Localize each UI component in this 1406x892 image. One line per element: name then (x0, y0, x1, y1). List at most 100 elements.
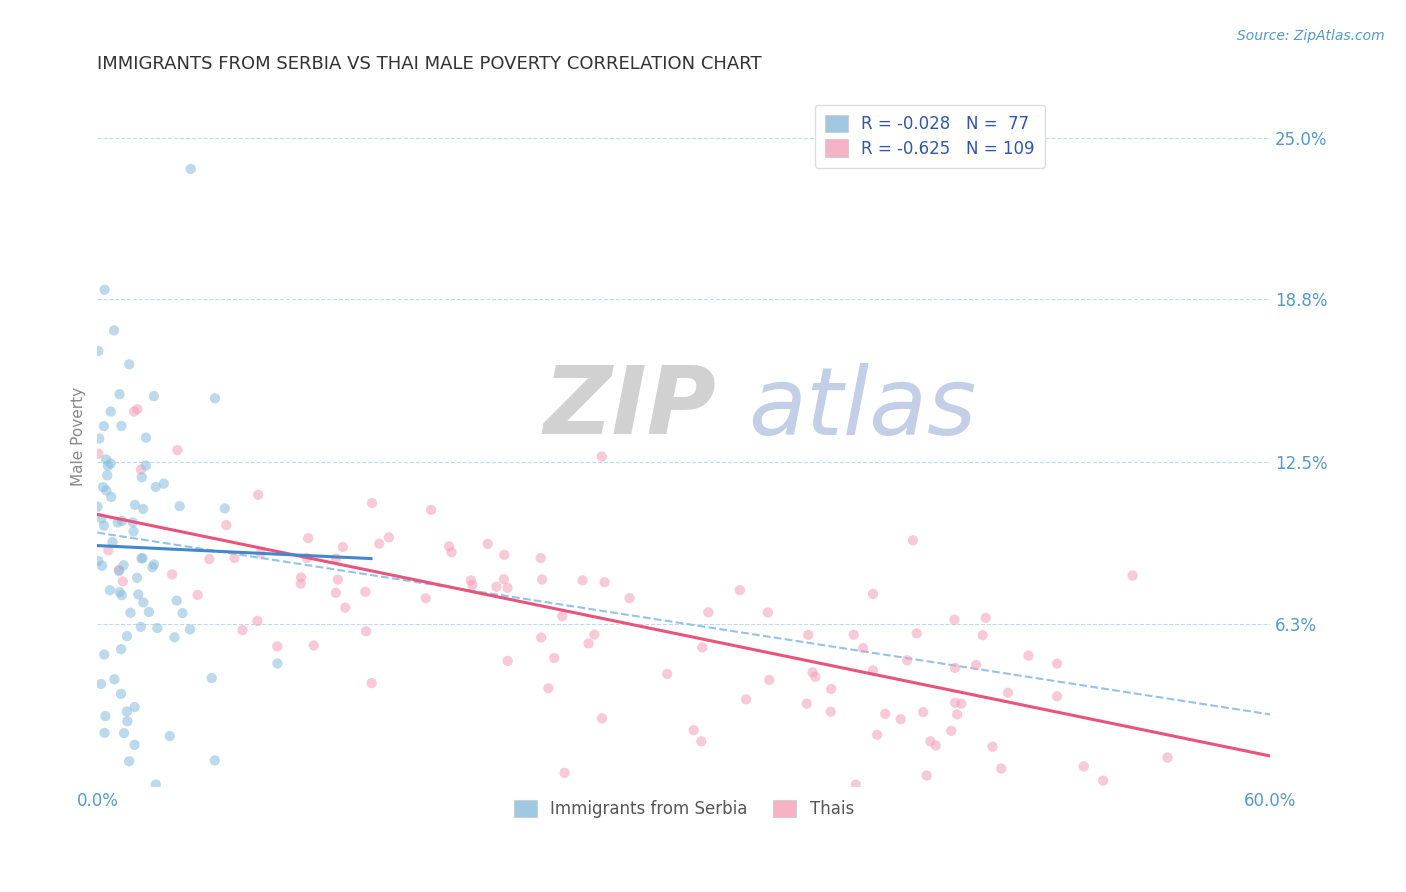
Point (690, 640, 713, 655)
Point (124, 498, 146, 512)
Point (990, 762, 1012, 776)
Point (129, 620, 152, 634)
Point (93, 419, 115, 434)
Point (108, 564, 131, 578)
Point (115, 705, 138, 719)
Point (110, 687, 132, 701)
Point (950, 697, 973, 711)
Point (440, 545, 463, 559)
Point (326, 573, 349, 587)
Point (974, 611, 997, 625)
Point (94, 452, 117, 467)
Point (110, 642, 132, 657)
Point (100, 404, 122, 418)
Point (415, 591, 437, 606)
Point (247, 488, 270, 502)
Point (875, 706, 897, 721)
Point (728, 582, 751, 597)
Point (138, 605, 160, 619)
Point (924, 739, 946, 753)
Point (124, 700, 146, 714)
Point (890, 712, 912, 726)
Point (845, 778, 868, 792)
Point (862, 663, 884, 677)
Point (215, 518, 238, 533)
Legend: Immigrants from Serbia, Thais: Immigrants from Serbia, Thais (508, 793, 860, 824)
Point (89, 432, 111, 446)
Point (530, 551, 553, 566)
Point (496, 581, 519, 595)
Point (943, 696, 966, 710)
Point (862, 587, 884, 601)
Point (912, 705, 935, 719)
Point (131, 470, 153, 484)
Point (115, 629, 138, 643)
Point (801, 665, 824, 680)
Point (583, 627, 606, 641)
Point (127, 571, 149, 585)
Point (160, 567, 183, 582)
Point (93, 518, 115, 533)
Point (941, 723, 963, 738)
Point (591, 711, 613, 725)
Point (103, 323, 125, 337)
Point (485, 580, 508, 594)
Point (735, 692, 758, 706)
Point (204, 392, 226, 406)
Point (118, 754, 141, 768)
Point (91, 558, 114, 573)
Text: IMMIGRANTS FROM SERBIA VS THAI MALE POVERTY CORRELATION CHART: IMMIGRANTS FROM SERBIA VS THAI MALE POVE… (97, 55, 762, 73)
Point (98, 583, 121, 598)
Point (920, 734, 942, 748)
Point (169, 499, 191, 513)
Point (166, 443, 188, 458)
Point (1122, 568, 1144, 582)
Point (179, 623, 201, 637)
Point (437, 540, 460, 554)
Point (295, 551, 318, 566)
Point (111, 514, 134, 528)
Point (368, 537, 391, 551)
Point (578, 636, 600, 650)
Point (120, 606, 142, 620)
Point (820, 681, 842, 696)
Point (127, 587, 149, 601)
Point (224, 550, 246, 565)
Point (325, 551, 347, 566)
Point (112, 558, 135, 573)
Point (101, 535, 124, 549)
Point (122, 404, 145, 418)
Point (108, 585, 131, 599)
Point (756, 606, 779, 620)
Point (852, 641, 875, 656)
Point (1046, 657, 1069, 671)
Point (129, 462, 152, 476)
Point (117, 714, 139, 729)
Point (108, 563, 131, 577)
Point (361, 496, 384, 510)
Point (93, 283, 115, 297)
Point (124, 738, 146, 752)
Point (97, 543, 120, 558)
Point (96, 483, 118, 498)
Point (866, 728, 889, 742)
Point (896, 653, 918, 667)
Point (965, 658, 987, 673)
Point (145, 480, 167, 494)
Point (997, 686, 1019, 700)
Point (166, 593, 188, 607)
Point (657, 666, 679, 681)
Point (94, 709, 117, 723)
Point (132, 595, 155, 609)
Point (496, 654, 519, 668)
Point (354, 584, 377, 599)
Point (97, 458, 120, 473)
Point (204, 753, 226, 767)
Point (1156, 750, 1178, 764)
Point (110, 419, 132, 434)
Point (530, 631, 553, 645)
Point (90, 511, 112, 525)
Point (290, 576, 312, 591)
Text: Source: ZipAtlas.com: Source: ZipAtlas.com (1237, 29, 1385, 43)
Point (697, 605, 720, 619)
